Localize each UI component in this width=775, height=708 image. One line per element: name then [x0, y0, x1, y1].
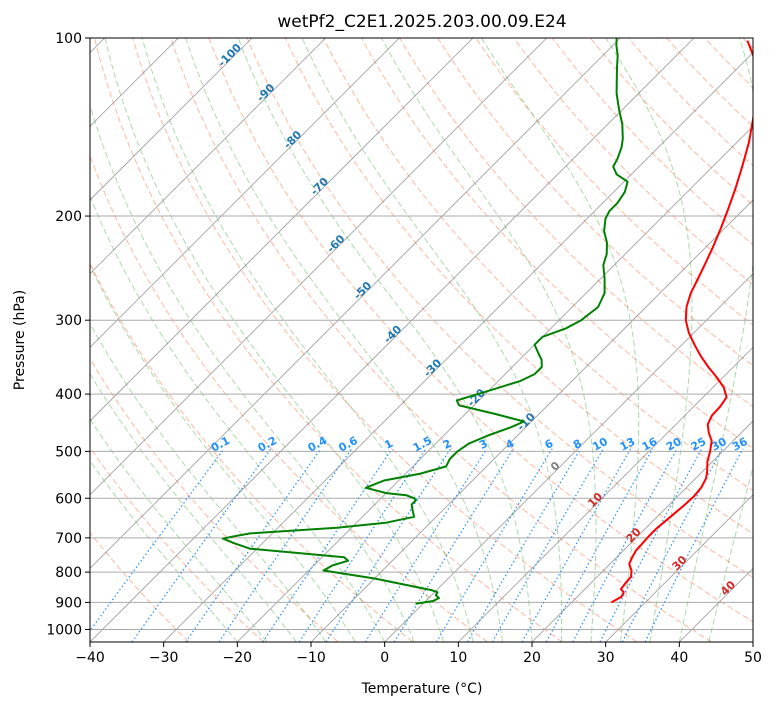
- isotherm: [163, 52, 753, 642]
- mixing-ratio-line: [599, 448, 703, 642]
- chart-title: wetPf2_C2E1.2025.203.00.09.E24: [277, 12, 566, 32]
- moist-adiabat: [104, 38, 445, 642]
- mixing-ratio-line: [572, 448, 678, 642]
- x-tick-label: −10: [296, 650, 326, 666]
- x-tick-label: 50: [744, 650, 762, 666]
- mixing-ratio-label: 13: [618, 435, 638, 454]
- moist-adiabat: [301, 38, 563, 642]
- moist-adiabat: [90, 418, 268, 642]
- mixing-ratio-line: [262, 448, 393, 642]
- moist-adiabat: [678, 38, 753, 642]
- x-tick-label: −30: [149, 650, 179, 666]
- isotherm: [90, 38, 695, 642]
- dry-adiabat: [132, 38, 638, 642]
- mixing-ratio-label: 25: [689, 435, 709, 454]
- mixing-ratio-label: 30: [709, 435, 729, 454]
- x-axis-label: Temperature (°C): [361, 681, 483, 697]
- isotherm: [90, 38, 253, 201]
- background-lines: [90, 38, 753, 642]
- moist-adiabat: [480, 38, 640, 642]
- dry-adiabat: [90, 446, 264, 642]
- moist-adiabat: [90, 372, 297, 642]
- x-tick-label: 20: [523, 650, 541, 666]
- dry-adiabat: [94, 38, 563, 642]
- isotherm: [90, 38, 400, 348]
- dry-adiabat: [399, 38, 753, 408]
- y-tick-label: 600: [55, 491, 82, 507]
- isotherm: [90, 38, 474, 422]
- isotherm: [458, 346, 753, 642]
- mixing-ratio-line: [466, 448, 582, 642]
- y-tick-label: 200: [55, 209, 82, 225]
- profile-series: [221, 38, 753, 605]
- y-tick-label: 300: [55, 313, 82, 329]
- moist-adiabat: [141, 38, 474, 642]
- moist-adiabat: [90, 103, 415, 642]
- y-tick-label: 1000: [46, 622, 82, 638]
- y-tick-label: 400: [55, 387, 82, 403]
- x-tick-label: 0: [380, 650, 389, 666]
- mixing-ratio-line: [325, 448, 452, 642]
- isotherm: [90, 38, 621, 569]
- moist-adiabat: [90, 194, 386, 642]
- mixing-ratio-line: [185, 448, 322, 642]
- x-tick-label: −40: [75, 650, 105, 666]
- mixing-ratio-line: [298, 448, 427, 642]
- dry-adiabat: [437, 38, 753, 367]
- y-tick-label: 900: [55, 595, 82, 611]
- isotherm: [531, 420, 753, 642]
- mixing-ratio-line: [364, 448, 488, 642]
- x-tick-label: −20: [223, 650, 253, 666]
- mixing-ratio-label: 20: [664, 435, 684, 454]
- isotherm: [384, 273, 753, 642]
- axes: −40 −30 −20 −10 0 10 20 30 40 50 100 200 300 400 500 60…: [46, 31, 762, 666]
- y-tick-label: 700: [55, 531, 82, 547]
- y-tick-label: 500: [55, 444, 82, 460]
- plot-frame: [89, 37, 754, 643]
- y-tick-label: 100: [55, 31, 82, 47]
- mixing-ratio-line: [90, 448, 225, 632]
- dewpoint-profile: [221, 38, 629, 605]
- isotherm: [90, 38, 326, 275]
- x-tick-label: 10: [449, 650, 467, 666]
- moist-adiabat: [381, 38, 597, 642]
- moist-adiabat: [90, 459, 238, 642]
- mixing-ratio-label: 10: [590, 435, 610, 454]
- y-tick-label: 800: [55, 565, 82, 581]
- mixing-ratio-line: [218, 448, 353, 642]
- x-tick-label: 40: [670, 650, 688, 666]
- isotherm: [310, 199, 753, 642]
- mixing-ratio-line: [621, 448, 723, 642]
- mixing-ratio-label: 36: [730, 435, 750, 454]
- isotherm: [90, 38, 547, 496]
- dry-adiabat: [361, 38, 753, 449]
- x-tick-label: 30: [597, 650, 615, 666]
- dry-adiabat: [208, 38, 753, 623]
- dry-adiabat: [170, 38, 712, 642]
- dry-adiabat: [90, 357, 339, 642]
- temperature-profile: [610, 40, 753, 604]
- mixing-ratio-line: [393, 448, 514, 642]
- dry-adiabat: [513, 38, 753, 286]
- dry-adiabat: [90, 531, 190, 642]
- mixing-ratio-line: [131, 448, 272, 642]
- isotherm: [605, 494, 753, 642]
- dry-adiabat: [246, 38, 753, 578]
- moist-adiabat: [605, 38, 693, 642]
- mixing-ratio-label: 16: [640, 435, 660, 454]
- y-axis-label: Pressure (hPa): [12, 290, 28, 390]
- moist-adiabat: [237, 38, 533, 642]
- dry-adiabat: [284, 38, 753, 535]
- moist-adiabat: [90, 264, 356, 642]
